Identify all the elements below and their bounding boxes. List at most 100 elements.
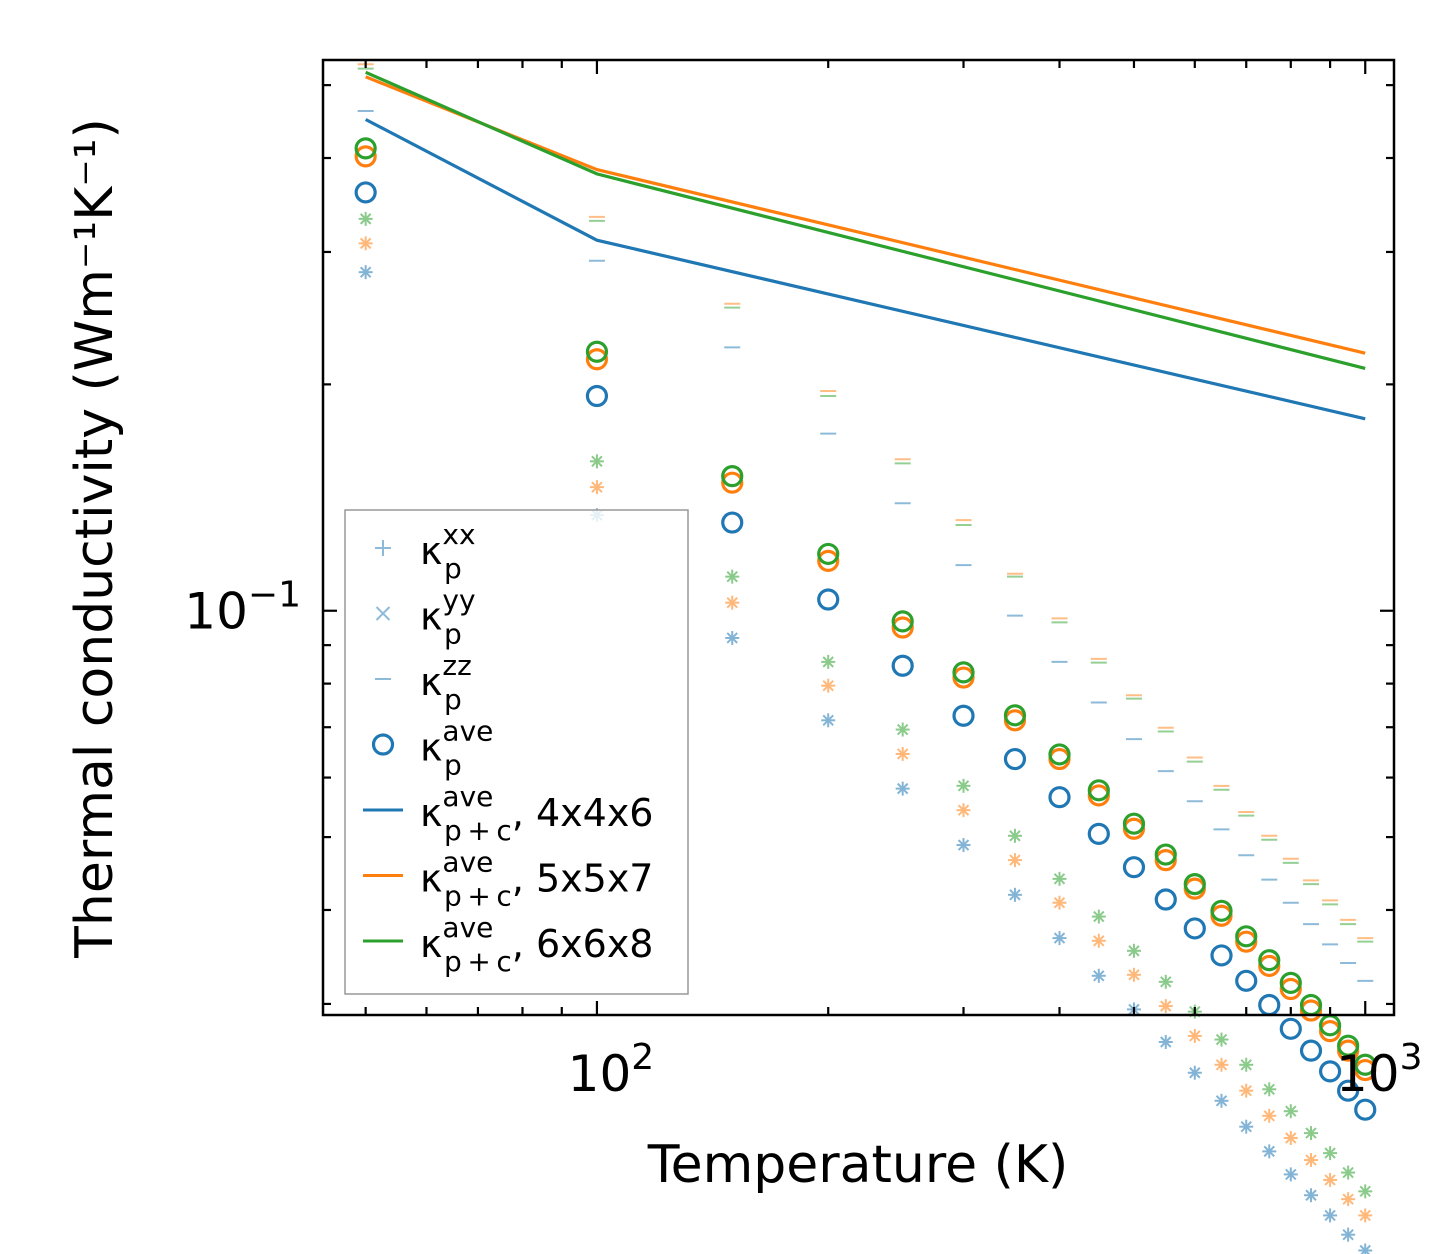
data-point [1187,1028,1202,1043]
data-point [585,348,609,371]
legend-entry: κave p [371,715,493,782]
data-point [1183,917,1206,940]
series-kp-zz-5x5x7 [357,63,1374,940]
data-point [1239,1057,1254,1072]
data-point [1126,943,1141,958]
data-point [721,511,744,534]
data-point [1235,925,1258,948]
data-point [895,722,910,737]
data-point [1323,1146,1338,1161]
data-point [1337,1079,1360,1102]
series-kp-zz-4x4x6 [357,109,1374,982]
data-point [1087,822,1110,845]
legend-marker [375,540,391,556]
data-point [354,137,377,160]
data-point [1279,971,1302,994]
data-point [952,704,975,727]
data-point [817,542,840,566]
data-point [1214,1032,1229,1047]
data-point [956,803,971,818]
data-point [1358,1243,1373,1254]
data-point [1052,895,1067,910]
data-point [1052,871,1067,886]
legend-entry: κxx p [375,518,476,585]
data-point [956,838,971,853]
data-point [1052,931,1067,946]
legend-entry: κzz p [375,649,472,716]
data-point [354,181,377,204]
data-point [1358,1208,1373,1223]
data-point [1304,1126,1319,1141]
data-point [1262,1108,1277,1123]
series-kp-c-ave-4x4x6 [364,118,1366,421]
series-kp-ave-4x4x6 [354,181,1377,1121]
tick-labels: 102 103 10−1 [184,575,1422,1103]
legend-entry: κave p + c, 5x5x7 [363,846,653,913]
data-point [1358,1184,1373,1199]
series-kp-yy-5x5x7 [358,236,1373,1223]
data-point [1299,1039,1323,1062]
data-point [1158,1034,1173,1049]
x-tick-label: 102 [568,1037,655,1103]
data-point [1341,1165,1356,1180]
data-point [721,471,744,494]
data-point [1087,779,1110,802]
data-point [891,610,914,633]
data-point [1091,909,1106,924]
data-point [585,384,609,408]
legend-entry: κave p + c, 6x6x8 [363,911,653,978]
data-point [1158,999,1173,1014]
data-point [1323,1172,1338,1187]
data-point [1154,888,1177,911]
data-point [895,746,910,761]
data-point [1239,1083,1254,1098]
data-point [721,465,744,488]
series-kp-zz-6x6x8 [357,67,1374,943]
data-marks [354,63,1377,1254]
legend-box [344,509,689,995]
data-point [891,654,914,677]
data-point [1341,1227,1356,1242]
x-axis-label: Temperature (K) [647,1135,1069,1195]
plot-frame [321,58,1396,1017]
data-point [358,265,373,280]
data-point [956,778,971,793]
series-kp-c-ave-6x6x8 [365,70,1366,370]
data-point [1122,812,1146,835]
series-kp-yy-4x4x6 [358,265,1373,1254]
legend-label: κave p + c, 6x6x8 [420,911,653,978]
data-point [1158,974,1173,989]
data-point [1262,1144,1277,1159]
data-point [1007,853,1022,868]
legend-entry: κave p + c, 4x4x6 [363,780,653,847]
data-point [1283,1104,1298,1119]
data-point [585,340,609,363]
data-point [358,236,373,251]
legend-marker [375,606,391,621]
legend-marker [371,733,395,756]
data-point [1283,1130,1298,1145]
data-point [1239,1119,1254,1134]
data-point [358,211,373,226]
data-point [1354,1053,1377,1076]
series-kp-c-ave-5x5x7 [365,75,1366,355]
series-kp-yy-6x6x8 [358,211,1373,1199]
data-point [1318,1060,1342,1083]
data-point [1235,969,1258,992]
data-point [891,616,914,639]
data-point [1003,704,1027,727]
data-point [1048,786,1071,809]
data-point [1279,1017,1302,1040]
data-point [1048,743,1071,766]
data-point [1007,887,1022,902]
data-point [1007,828,1022,843]
data-point [589,454,604,469]
data-point [354,145,377,168]
data-point [1210,944,1233,967]
data-point [817,588,840,611]
data-point [1122,856,1146,879]
data-point [895,781,910,796]
data-point [1258,993,1281,1017]
data-point [1341,1192,1356,1207]
legend-label: κave p + c, 5x5x7 [420,846,653,913]
